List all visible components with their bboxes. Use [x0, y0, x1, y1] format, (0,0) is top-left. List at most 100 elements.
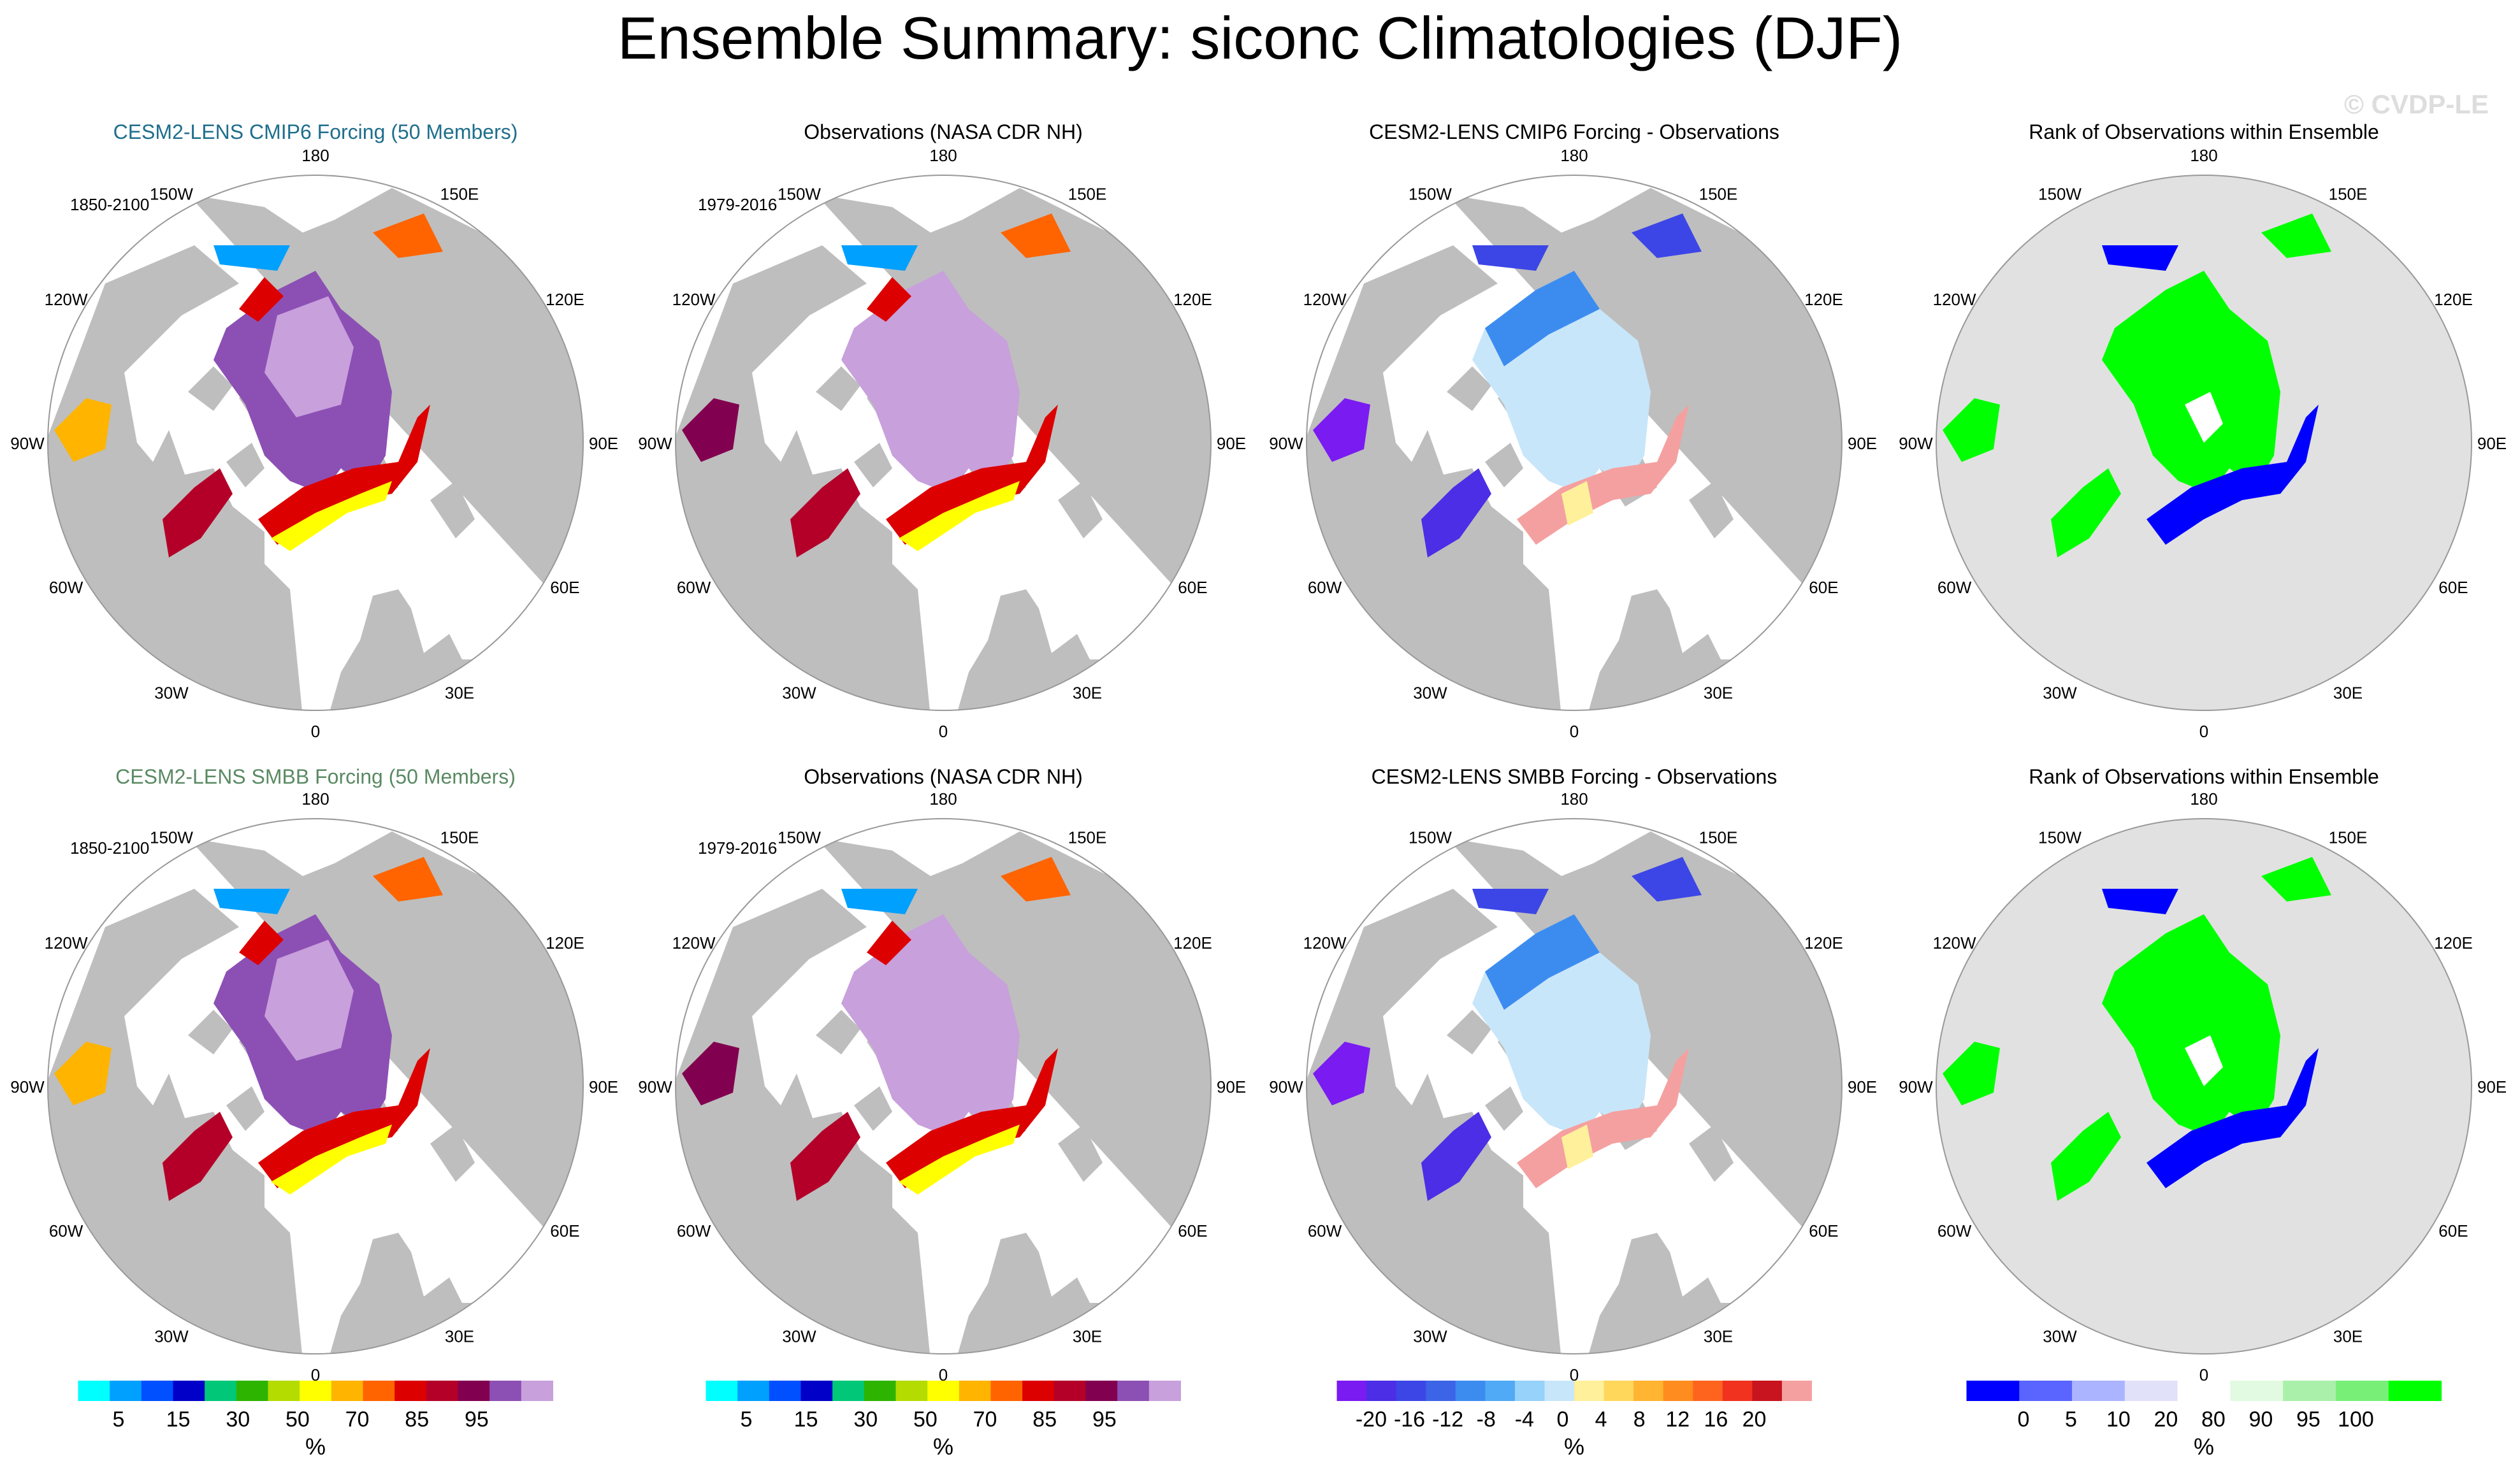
colorbar-swatch: [489, 1381, 522, 1401]
colorbar-label: 30: [853, 1407, 878, 1432]
diff-hudson: [1313, 1042, 1370, 1105]
colorbar-label: 4: [1595, 1407, 1607, 1432]
map-area: [1307, 819, 1842, 1354]
lon-label: 90W: [1269, 1077, 1303, 1096]
lon-label: 30W: [154, 1326, 189, 1346]
ice-center: [264, 296, 354, 417]
colorbar-swatch: [236, 1381, 268, 1401]
land-mass: [1058, 1125, 1103, 1182]
colorbar-swatch: [1117, 1381, 1150, 1401]
colorbar-swatch: [1574, 1381, 1605, 1401]
colorbar-swatch: [2177, 1381, 2231, 1401]
lon-label: 30E: [1073, 1326, 1102, 1346]
colorbar-swatch: [1966, 1381, 2020, 1401]
colorbar-swatch: [268, 1381, 300, 1401]
colorbar-swatch: [737, 1381, 770, 1401]
lon-label: 150E: [2329, 185, 2368, 204]
ice-center: [892, 296, 981, 417]
land-mass: [188, 1010, 233, 1054]
lon-label: 30W: [2043, 683, 2077, 702]
colorbar-unit: %: [305, 1434, 326, 1460]
colorbar-label: -16: [1394, 1407, 1425, 1432]
lon-label: 120W: [45, 290, 88, 309]
diff-okhotsk: [1472, 245, 1549, 271]
lon-label: 30W: [782, 1326, 816, 1346]
okhotsk-ice: [214, 245, 290, 271]
lon-label: 60W: [677, 1221, 711, 1240]
lon-label: 90E: [2477, 434, 2507, 453]
colorbar-label: 16: [1704, 1407, 1728, 1432]
colorbar-swatch: [1085, 1381, 1118, 1401]
lon-label: 90W: [1269, 434, 1303, 453]
lon-label: 60E: [1178, 1221, 1207, 1240]
lon-label: 120E: [546, 290, 584, 309]
land-mass: [854, 443, 892, 487]
colorbar-swatch: [706, 1381, 738, 1401]
land-mass: [188, 366, 233, 411]
ice-edge-atlantic: [258, 1048, 430, 1188]
panel-title: CESM2-LENS CMIP6 Forcing - Observations: [1369, 120, 1779, 143]
colorbar-swatch: [1633, 1381, 1664, 1401]
map-panel: 180 150E 120E 90E 60E 30E 0 30W 60W 90W 120W 150W: [1269, 146, 1877, 741]
lon-label: 180: [301, 146, 329, 165]
lon-label: 0: [1570, 722, 1579, 741]
colorbar-swatch: [2072, 1381, 2125, 1401]
map-border: [1306, 818, 1843, 1355]
colorbar-swatch: [173, 1381, 205, 1401]
colorbar: 0 5 10 20 80 90 95 100%: [1966, 1381, 2442, 1460]
hudson-bay-ice: [682, 398, 739, 462]
rank-low-atlantic: [2147, 1048, 2319, 1188]
hudson-bay-ice: [682, 1042, 739, 1105]
rank-high: [2102, 271, 2280, 494]
colorbar-label: 85: [405, 1407, 429, 1432]
bering-ice: [373, 213, 443, 258]
colorbar-label: -4: [1515, 1407, 1534, 1432]
colorbar-label: 70: [345, 1407, 370, 1432]
colorbar-label: 100: [2338, 1407, 2374, 1432]
lon-label: 60W: [1937, 1221, 1972, 1240]
colorbar-label: 8: [1633, 1407, 1646, 1432]
okhotsk-ice: [841, 245, 918, 271]
land-mass: [1447, 1010, 1491, 1054]
lon-label: 120W: [672, 933, 716, 952]
diff-positive-atlantic: [1517, 405, 1689, 545]
lon-label: 60E: [2438, 1221, 2468, 1240]
rank-middle: [2185, 392, 2223, 443]
lon-label: 30W: [1413, 683, 1447, 702]
lon-label: 30E: [2333, 1326, 2363, 1346]
lon-label: 180: [929, 789, 957, 808]
lon-label: 60E: [2438, 578, 2468, 597]
land-mass: [1936, 245, 2191, 710]
colorbar-swatch: [2230, 1381, 2284, 1401]
lon-label: 180: [2190, 146, 2217, 165]
lon-label: 0: [311, 722, 320, 741]
land-mass: [1485, 1086, 1523, 1131]
land-mass: [1447, 831, 1842, 1354]
lon-label: 150W: [778, 828, 821, 847]
lon-label: 120E: [546, 933, 584, 952]
colorbar: 5 15 30 50 70 85 95%: [78, 1381, 553, 1460]
lon-label: 60W: [677, 578, 711, 597]
colorbar-swatch: [78, 1381, 110, 1401]
ice-edge-band: [899, 481, 1020, 551]
bering-strait-ice: [867, 921, 911, 965]
land-mass: [1447, 188, 1842, 710]
lon-label: 90W: [1899, 434, 1933, 453]
colorbar-label: 20: [1742, 1407, 1767, 1432]
hudson-bay-ice: [54, 1042, 112, 1105]
lon-label: 60W: [49, 1221, 83, 1240]
lon-label: 90W: [10, 1077, 45, 1096]
colorbar-swatch: [800, 1381, 833, 1401]
lon-label: 150E: [440, 828, 479, 847]
lon-label: 120E: [1804, 290, 1843, 309]
rank-okhotsk: [2102, 245, 2178, 271]
map-panel: 180 150E 120E 90E 60E 30E 0 30W 60W 90W 120W 150W: [10, 146, 618, 741]
land-mass: [226, 1086, 264, 1131]
ice-edge-labrador: [163, 1112, 233, 1201]
land-mass: [816, 188, 1211, 710]
colorbar-swatch: [1148, 1381, 1181, 1401]
map-area: [1936, 819, 2472, 1354]
lon-label: 30W: [2043, 1326, 2077, 1346]
land-mass: [816, 1010, 860, 1054]
